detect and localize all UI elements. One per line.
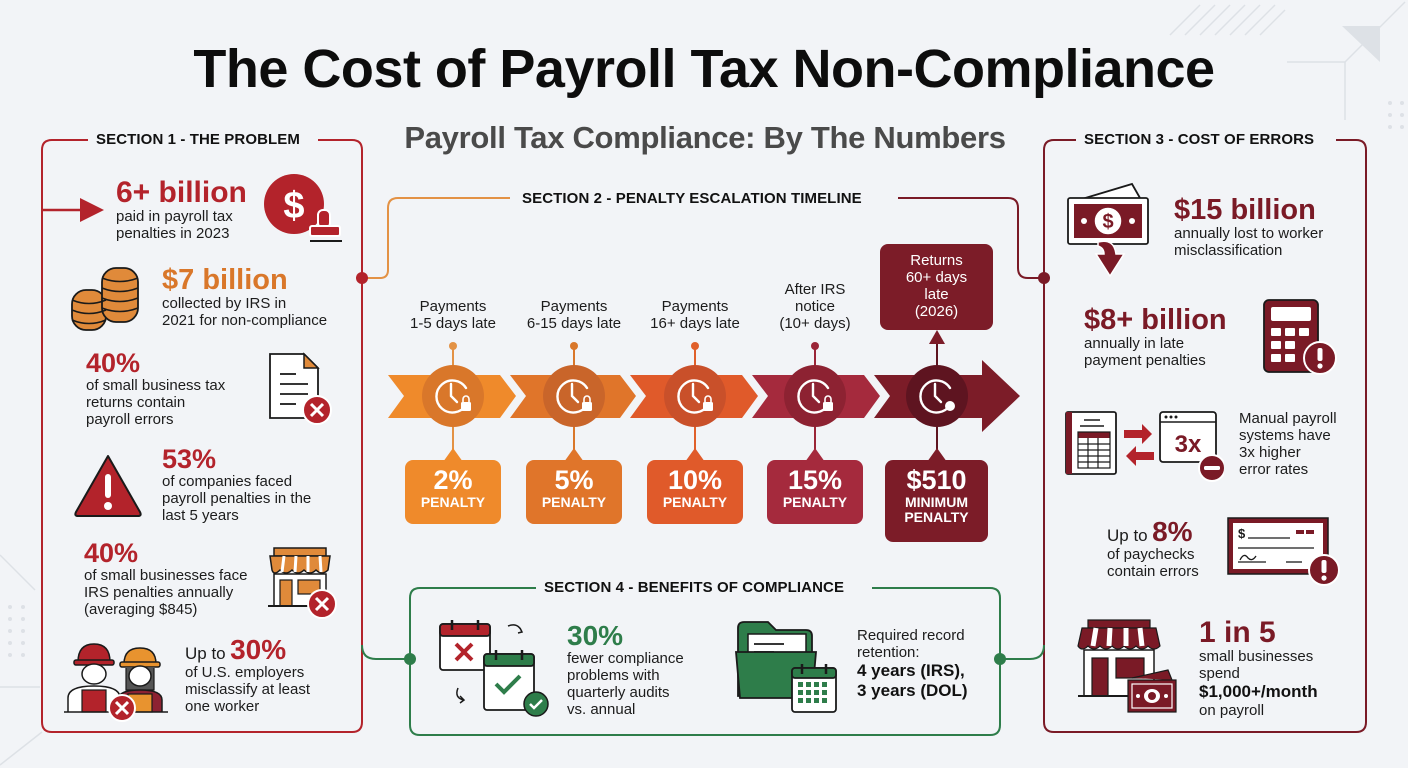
step-label-3: Payments 16+ days late <box>650 298 740 332</box>
document-error-icon <box>269 352 332 425</box>
stat-6-billion: 6+ billion paid in payroll tax penalties… <box>116 176 247 243</box>
main-title: The Cost of Payroll Tax Non-Compliance <box>193 39 1215 99</box>
check-alert-icon: $ <box>1227 517 1340 586</box>
stat-1-in-5: 1 in 5 small businesses spend $1,000+/mo… <box>1199 616 1318 720</box>
workers-error-icon <box>64 643 168 722</box>
svg-text:$: $ <box>1102 211 1113 233</box>
stat-manual-3x: Manual payroll systems have 3x higher er… <box>1239 410 1337 478</box>
subtitle: Payroll Tax Compliance: By The Numbers <box>404 120 1006 155</box>
calculator-alert-icon <box>1263 299 1337 375</box>
stat-8-percent-paychecks: Up to 8% of paychecks contain errors <box>1107 516 1199 581</box>
step-label-1: Payments 1-5 days late <box>410 298 496 332</box>
stat-30-fewer-problems: 30% fewer compliance problems with quart… <box>567 620 684 719</box>
svg-text:$: $ <box>1238 526 1246 541</box>
money-loss-icon: $ <box>1067 182 1149 278</box>
coin-stack-icon <box>71 267 139 331</box>
step-label-4: After IRS notice (10+ days) <box>779 281 851 332</box>
folder-calendar-icon <box>735 621 837 713</box>
stat-15-billion: $15 billion annually lost to worker misc… <box>1174 194 1324 260</box>
section2-label: SECTION 2 - PENALTY ESCALATION TIMELINE <box>514 190 870 207</box>
svg-text:$: $ <box>283 185 304 227</box>
svg-text:3x: 3x <box>1175 431 1202 458</box>
section4-label: SECTION 4 - BENEFITS OF COMPLIANCE <box>536 579 853 596</box>
section3-label: SECTION 3 - COST OF ERRORS <box>1076 131 1323 148</box>
section1-label: SECTION 1 - THE PROBLEM <box>88 131 308 148</box>
timeline-arrow <box>388 330 1020 468</box>
penalty-2-percent: 2% PENALTY <box>405 460 501 524</box>
penalty-510-minimum: $510 MINIMUM PENALTY <box>885 460 988 542</box>
stat-30-misclassify: Up to 30% of U.S. employers misclassify … <box>185 634 311 716</box>
penalty-10-percent: 10% PENALTY <box>647 460 743 524</box>
stat-7-billion: $7 billion collected by IRS in 2021 for … <box>162 264 328 330</box>
stat-40-tax-returns: 40% of small business tax returns contai… <box>86 348 226 429</box>
ledger-vs-software-icon: 3x <box>1065 411 1224 482</box>
stat-53-companies: 53% of companies faced payroll penalties… <box>162 444 312 525</box>
storefront-error-icon <box>268 547 337 619</box>
store-cash-icon <box>1077 619 1177 713</box>
penalty-5-percent: 5% PENALTY <box>526 460 622 524</box>
stat-40-small-businesses: 40% of small businesses face IRS penalti… <box>84 538 248 619</box>
penalty-15-percent: 15% PENALTY <box>767 460 863 524</box>
dollar-stamp-icon: $ <box>264 174 342 242</box>
step-label-2: Payments 6-15 days late <box>526 298 622 332</box>
stat-8-billion: $8+ billion annually in late payment pen… <box>1084 304 1227 370</box>
stat-record-retention: Required record retention: 4 years (IRS)… <box>857 627 968 700</box>
step-label-5-callout: Returns 60+ days late (2026) <box>880 244 993 330</box>
warning-icon <box>74 455 142 517</box>
calendar-swap-icon <box>439 620 549 717</box>
